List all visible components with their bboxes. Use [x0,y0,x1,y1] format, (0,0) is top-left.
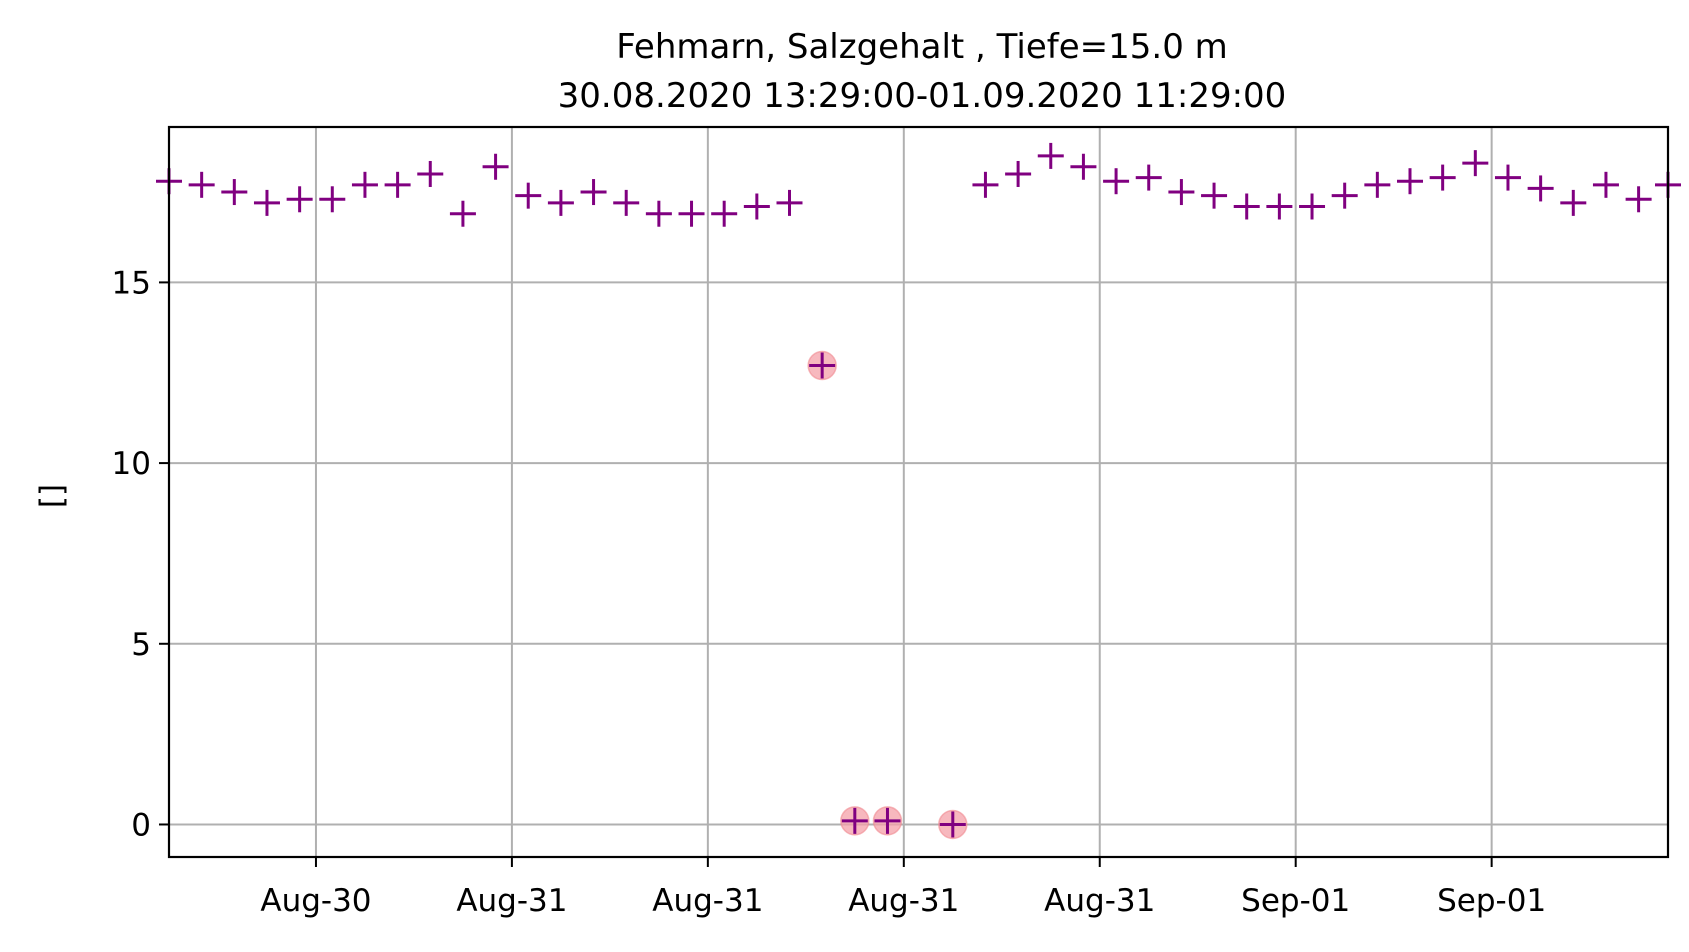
x-tick-label: Sep-01 [1241,883,1350,919]
data-point [1527,175,1554,202]
x-tick-label: Aug-31 [1044,883,1155,919]
data-point [743,193,770,220]
data-point [1135,164,1162,191]
data-point [319,186,346,213]
data-point [1364,171,1391,198]
data-point [1168,179,1195,206]
data-point [449,200,476,227]
y-tick-label: 10 [112,446,151,482]
data-point [286,186,313,213]
data-point [547,189,574,216]
chart-subtitle: 30.08.2020 13:29:00-01.09.2020 11:29:00 [558,76,1287,116]
data-point [1625,186,1652,213]
data-point [1462,150,1489,177]
y-tick-label: 15 [112,265,151,301]
data-point [874,807,901,834]
data-point [351,171,378,198]
data-point [972,171,999,198]
data-point [1233,193,1260,220]
data-point [482,153,509,180]
x-tick-label: Aug-30 [260,883,371,919]
data-point [1429,164,1456,191]
data-point [221,179,248,206]
data-point [1592,171,1619,198]
data-point [841,807,868,834]
data-point [1560,189,1587,216]
data-point [1266,193,1293,220]
plot-frame [167,125,1670,859]
data-point [188,171,215,198]
x-tick-label: Sep-01 [1437,883,1546,919]
data-point [645,200,672,227]
data-point [1397,168,1424,195]
flagged-markers [807,350,968,840]
axis-ticks: 0 5 10 15 Aug-30 Aug-31 Aug-31 Aug-31 Aug-31 Sep-… [112,265,1547,919]
x-tick-label: Aug-31 [456,883,567,919]
data-point [1070,153,1097,180]
chart-title: Fehmarn, Salzgehalt , Tiefe=15.0 m [616,27,1228,67]
data-point [1037,142,1064,169]
y-tick-label: 5 [131,627,151,663]
data-point [776,189,803,216]
data-markers [156,142,1681,838]
x-tick-label: Aug-31 [652,883,763,919]
data-point [1103,168,1130,195]
data-point [417,160,444,187]
data-point [1299,193,1326,220]
y-axis-label: [] [34,484,70,508]
data-point [1201,182,1228,209]
grid-lines [169,127,1668,857]
data-point [678,200,705,227]
data-point [1331,182,1358,209]
data-point [253,189,280,216]
data-point [939,811,966,838]
data-point [580,179,607,206]
y-tick-label: 0 [131,807,151,843]
x-tick-label: Aug-31 [848,883,959,919]
data-point [613,189,640,216]
data-point [809,352,836,379]
data-point [384,171,411,198]
data-point [1494,164,1521,191]
data-point [711,200,738,227]
data-point [515,182,542,209]
data-point [1005,160,1032,187]
